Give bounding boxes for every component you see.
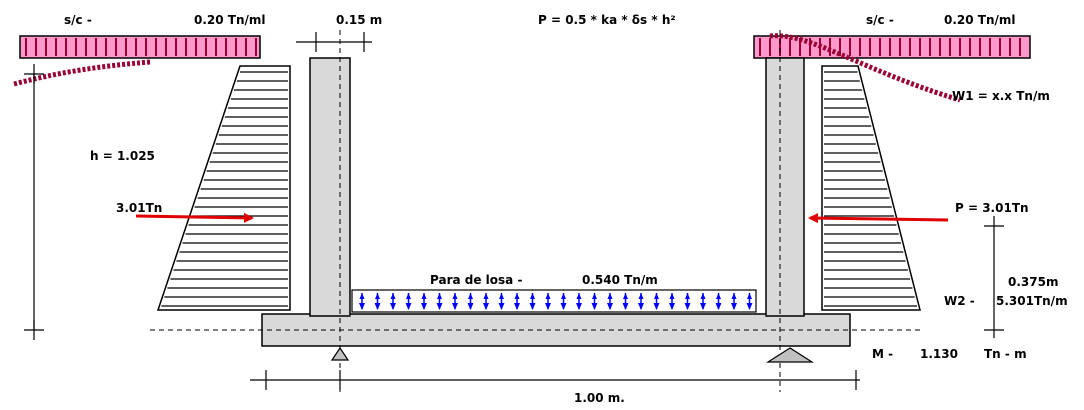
w2-label: W2 -: [944, 294, 975, 308]
pressure-formula: P = 0.5 * ka * δs * h²: [538, 13, 676, 27]
span-dimension: [250, 370, 860, 390]
left-soil-surface: [13, 59, 151, 87]
height-label: h = 1.025: [90, 149, 155, 163]
height-dimension: [24, 64, 44, 340]
left-force-label: 3.01Tn: [116, 201, 162, 215]
moment-unit: Tn - m: [984, 347, 1027, 361]
left-pressure-diagram: [156, 65, 291, 311]
floor-load-value: 0.540 Tn/m: [582, 273, 658, 287]
wall-thickness-label: 0.15 m: [336, 13, 382, 27]
w1-label: W1 = x.x Tn/m: [952, 89, 1050, 103]
floor-inner-fill: [350, 315, 766, 316]
floor-load-label: Para de losa -: [430, 273, 522, 287]
lever-arm-label: 0.375m: [1008, 275, 1058, 289]
right-wall: [765, 57, 805, 317]
moment-value: 1.130: [920, 347, 958, 361]
span-label: 1.00 m.: [574, 391, 625, 405]
right-force-arrow: [808, 213, 949, 224]
right-soil-surface: [769, 33, 961, 103]
left-sc-label: s/c -: [64, 13, 92, 27]
left-wall: [309, 57, 351, 317]
right-support: [765, 347, 815, 363]
w2-value: 5.301Tn/m: [996, 294, 1068, 308]
lever-arm-dimension: [984, 216, 1004, 338]
left-sc-value: 0.20 Tn/ml: [194, 13, 266, 27]
right-force-label: P = 3.01Tn: [955, 201, 1029, 215]
floor-load: [351, 289, 757, 313]
left-force-arrow: [135, 212, 254, 223]
right-sc-label: s/c -: [866, 13, 894, 27]
right-pressure-diagram: [821, 65, 921, 311]
moment-label: M -: [872, 347, 893, 361]
right-sc-value: 0.20 Tn/ml: [944, 13, 1016, 27]
left-support: [330, 346, 350, 361]
wall-thickness-dimension: [296, 32, 372, 52]
left-surcharge-block: [19, 35, 261, 59]
